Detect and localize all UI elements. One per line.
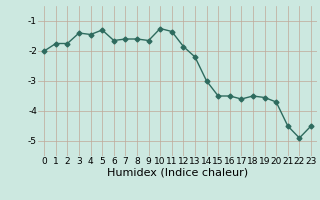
X-axis label: Humidex (Indice chaleur): Humidex (Indice chaleur) [107, 168, 248, 178]
